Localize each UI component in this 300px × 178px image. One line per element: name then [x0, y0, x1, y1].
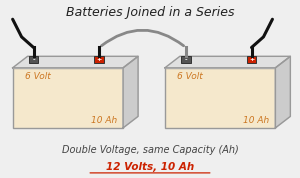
Text: 10 Ah: 10 Ah	[243, 116, 269, 125]
Text: 6 Volt: 6 Volt	[25, 72, 50, 81]
Bar	[94, 56, 104, 63]
Text: Batteries Joined in a Series: Batteries Joined in a Series	[66, 6, 234, 19]
Bar	[247, 56, 256, 63]
Text: -: -	[184, 57, 187, 62]
Text: -: -	[32, 57, 35, 62]
Text: 10 Ah: 10 Ah	[91, 116, 117, 125]
Text: +: +	[249, 57, 254, 62]
Polygon shape	[275, 56, 290, 128]
Text: 6 Volt: 6 Volt	[177, 72, 203, 81]
Text: Double Voltage, same Capacity (Ah): Double Voltage, same Capacity (Ah)	[61, 145, 239, 155]
Text: +: +	[97, 57, 102, 62]
Bar	[29, 56, 38, 63]
FancyArrowPatch shape	[101, 30, 184, 46]
Polygon shape	[165, 56, 290, 68]
Bar	[165, 68, 275, 128]
Bar	[13, 68, 123, 128]
Polygon shape	[123, 56, 138, 128]
Text: 12 Volts, 10 Ah: 12 Volts, 10 Ah	[106, 162, 194, 172]
Bar	[181, 56, 190, 63]
Polygon shape	[13, 56, 138, 68]
